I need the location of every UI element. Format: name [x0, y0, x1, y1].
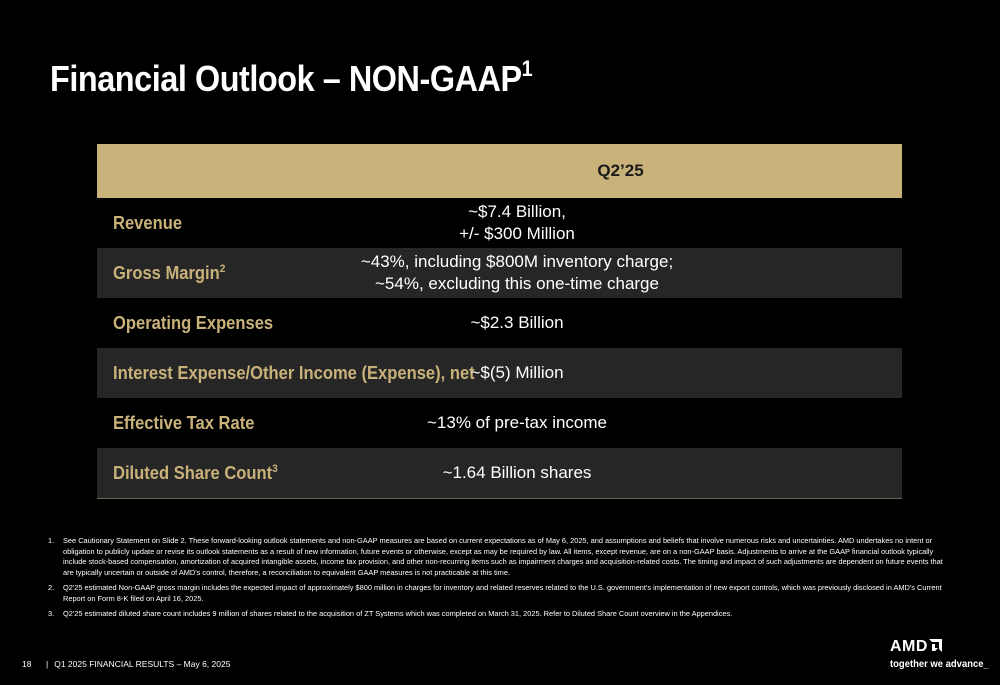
footnote-3: 3. Q2'25 estimated diluted share count i… [48, 609, 953, 620]
footnote-1: 1. See Cautionary Statement on Slide 2. … [48, 536, 953, 578]
footnote-text: Q2'25 estimated diluted share count incl… [63, 609, 733, 618]
row-value-line-1: ~13% of pre-tax income [426, 413, 607, 432]
row-label-text: Revenue [113, 213, 183, 233]
table-row-diluted-share-count: Diluted Share Count3 ~1.64 Billion share… [97, 448, 902, 499]
row-value-line-1: ~1.64 Billion shares [442, 463, 592, 482]
logo-tagline: together we advance_ [890, 658, 989, 670]
row-label-text: Diluted Share Count [113, 463, 273, 483]
row-value-line-2: ~54%, excluding this one-time charge [375, 274, 659, 293]
row-label: Interest Expense/Other Income (Expense),… [113, 348, 475, 398]
amd-arrow-icon [928, 639, 942, 657]
footnote-2: 2. Q2'25 estimated Non-GAAP gross margin… [48, 583, 953, 604]
page-title-footnote-ref: 1 [521, 56, 533, 81]
slide-footer: 18 | Q1 2025 FINANCIAL RESULTS – May 6, 20… [22, 659, 230, 669]
row-label-text: Interest Expense/Other Income (Expense),… [113, 363, 475, 383]
footnote-number: 2. [48, 583, 55, 592]
footnote-number: 3. [48, 609, 55, 618]
row-label-text: Gross Margin [113, 263, 220, 283]
footnotes: 1. See Cautionary Statement on Slide 2. … [48, 536, 953, 625]
row-value-line-1: ~43%, including $800M inventory charge; [360, 252, 674, 271]
logo-wordmark: AMD [890, 638, 986, 657]
row-value-line-2: +/- $300 Million [459, 224, 575, 243]
table-row-operating-expenses: Operating Expenses ~$2.3 Billion [97, 298, 902, 348]
page-title-text: Financial Outlook – NON-GAAP [50, 58, 522, 99]
row-label: Diluted Share Count3 [113, 448, 278, 498]
row-label: Effective Tax Rate [113, 398, 254, 448]
footnote-number: 1. [48, 536, 55, 545]
footnote-text: Q2'25 estimated Non-GAAP gross margin in… [63, 583, 942, 603]
row-value-line-1: ~$2.3 Billion [470, 313, 564, 332]
footer-text: Q1 2025 FINANCIAL RESULTS – May 6, 2025 [54, 659, 231, 669]
row-label-text: Operating Expenses [113, 313, 274, 333]
row-label: Revenue [113, 198, 182, 248]
row-value: ~43%, including $800M inventory charge; … [307, 248, 727, 298]
page-title: Financial Outlook – NON-GAAP1 [50, 56, 533, 100]
row-label: Operating Expenses [113, 298, 273, 348]
footnote-text: See Cautionary Statement on Slide 2. The… [63, 536, 943, 577]
row-value: ~1.64 Billion shares [307, 448, 727, 498]
table-row-revenue: Revenue ~$7.4 Billion, +/- $300 Million [97, 198, 902, 248]
amd-logo: AMD together we advance_ [890, 638, 989, 671]
row-label: Gross Margin2 [113, 248, 225, 298]
table-row-gross-margin: Gross Margin2 ~43%, including $800M inve… [97, 248, 902, 298]
table-row-effective-tax-rate: Effective Tax Rate ~13% of pre-tax incom… [97, 398, 902, 448]
outlook-table: Q2’25 Revenue ~$7.4 Billion, +/- $300 Mi… [97, 144, 902, 499]
page-number: 18 [22, 659, 32, 669]
table-header: Q2’25 [97, 144, 902, 198]
footnote-ref: 2 [219, 263, 226, 275]
row-value: ~$2.3 Billion [307, 298, 727, 348]
row-value-line-1: ~$7.4 Billion, [468, 202, 566, 221]
row-value: ~13% of pre-tax income [307, 398, 727, 448]
row-value: ~$(5) Million [307, 348, 727, 398]
column-header-q2-25: Q2’25 [597, 161, 644, 180]
logo-text: AMD [890, 638, 928, 655]
row-value: ~$7.4 Billion, +/- $300 Million [307, 198, 727, 248]
table-row-interest-expense: Interest Expense/Other Income (Expense),… [97, 348, 902, 398]
row-label-text: Effective Tax Rate [113, 413, 255, 433]
footer-separator: | [46, 659, 49, 669]
row-value-line-1: ~$(5) Million [470, 363, 564, 382]
footnote-ref: 3 [272, 463, 278, 475]
